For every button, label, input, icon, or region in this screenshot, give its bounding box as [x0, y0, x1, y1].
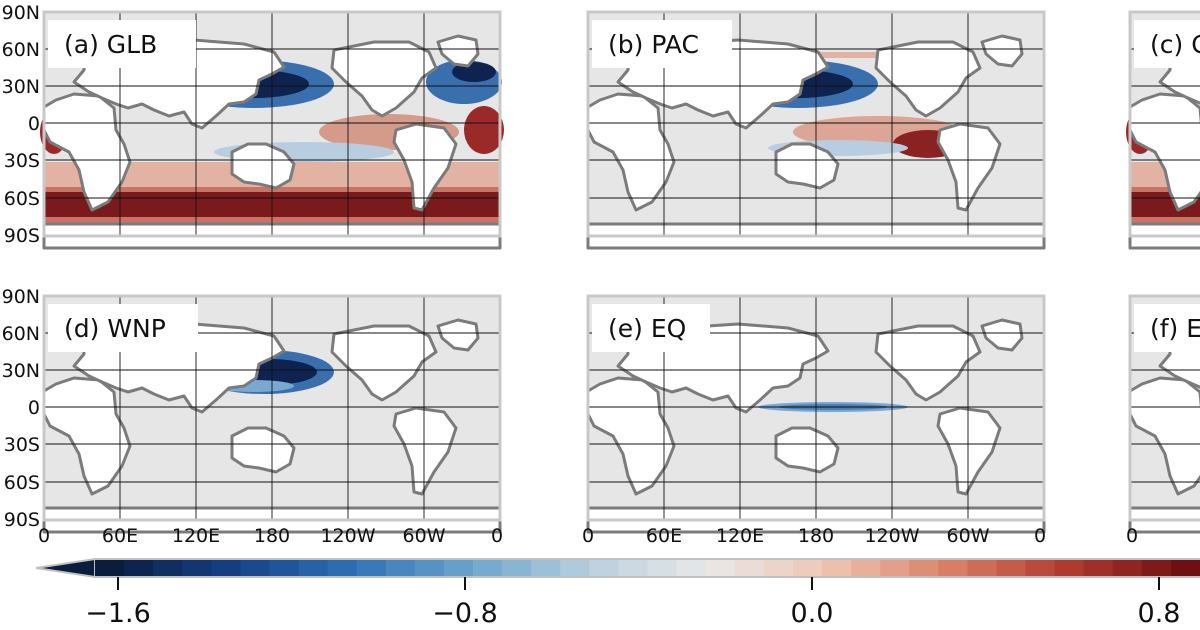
colorbar-segment: [1054, 559, 1085, 577]
colorbar-tick-label: 0.8: [1138, 598, 1181, 629]
lat-label: 30N: [2, 360, 40, 382]
lon-label: 60E: [646, 525, 682, 547]
lon-label: 60W: [403, 525, 446, 547]
lon-label: 60E: [102, 525, 138, 547]
lat-label: 30N: [2, 76, 40, 98]
colorbar-segment: [95, 559, 125, 577]
lat-axis-bottom: 90N 60N 30N 0 30S 60S 90S: [2, 286, 40, 531]
lon-label: 120W: [320, 525, 375, 547]
colorbar-segment: [269, 559, 300, 577]
colorbar-segment: [996, 559, 1027, 577]
lon-label: 0: [1126, 525, 1138, 547]
colorbar-segment: [385, 559, 416, 577]
lat-label: 60N: [2, 39, 40, 61]
colorbar-segment: [734, 559, 765, 577]
colorbar-tick-label: 0.0: [791, 598, 834, 629]
colorbar-segment: [502, 559, 532, 577]
colorbar-segment: [298, 559, 329, 577]
colorbar-segment: [443, 559, 474, 577]
panel-label-a: (a) GLB: [64, 30, 157, 59]
panel-label-f: (f) E: [1150, 314, 1200, 343]
lat-label: 0: [28, 397, 40, 419]
panel-f: (f) E: [1128, 294, 1200, 534]
colorbar-segment: [1083, 559, 1114, 577]
lat-label: 60S: [4, 472, 40, 494]
lat-label: 30S: [4, 150, 40, 172]
colorbar-segment: [589, 559, 620, 577]
colorbar-segment: [560, 559, 590, 577]
lon-label: 0: [582, 525, 594, 547]
panel-label-e: (e) EQ: [608, 314, 686, 343]
colorbar-segment: [909, 559, 939, 577]
lat-label: 30S: [4, 434, 40, 456]
lon-label: 0: [1034, 525, 1046, 547]
colorbar-segment: [938, 559, 968, 577]
lon-label: 120E: [172, 525, 220, 547]
colorbar-segment: [124, 559, 154, 577]
colorbar-segment: [676, 559, 707, 577]
lon-label: 180: [254, 525, 290, 547]
colorbar-segment: [763, 559, 794, 577]
panel-e: (e) EQ: [586, 294, 1046, 534]
lat-label: 90S: [4, 509, 40, 531]
graticule-d: [44, 296, 500, 520]
colorbar-segment: [473, 559, 503, 577]
lon-label: 0: [38, 525, 50, 547]
lat-label: 90N: [2, 286, 40, 308]
colorbar-segment: [182, 559, 212, 577]
colorbar-segment: [153, 559, 183, 577]
lon-axis-d: 0 60E 120E 180 120W 60W 0: [38, 525, 503, 547]
colorbar-segment: [880, 559, 910, 577]
lon-label: 120E: [716, 525, 764, 547]
colorbar-extend-arrow: [35, 557, 96, 579]
colorbar-segment: [1170, 559, 1200, 577]
panel-a: (a) GLB: [40, 10, 504, 250]
colorbar-segment: [705, 559, 736, 577]
graticule-b: [588, 12, 1044, 236]
panel-label-b: (b) PAC: [608, 30, 699, 59]
colorbar-segment: [356, 559, 387, 577]
colorbar-segment: [618, 559, 649, 577]
lat-label: 60S: [4, 188, 40, 210]
panel-d: (d) WNP: [42, 294, 502, 534]
lon-label: 120W: [864, 525, 919, 547]
lat-label: 60N: [2, 323, 40, 345]
colorbar-segment: [821, 559, 852, 577]
colorbar-segment: [967, 559, 998, 577]
colorbar-segment: [240, 559, 271, 577]
panel-c: (c) G: [1126, 10, 1200, 250]
lon-label: 0: [491, 525, 503, 547]
colorbar-segments: [95, 559, 1200, 577]
lon-label: 60W: [947, 525, 990, 547]
colorbar-segment: [1141, 559, 1172, 577]
colorbar-segment: [1112, 559, 1143, 577]
colorbar-segment: [647, 559, 678, 577]
colorbar-ticks: −1.6 −0.8 0.0 0.8: [85, 577, 1180, 629]
panel-label-c: (c) G: [1150, 30, 1200, 59]
panel-b: (b) PAC: [586, 10, 1046, 250]
lat-label: 0: [28, 113, 40, 135]
colorbar-tick-label: −1.6: [85, 598, 151, 629]
colorbar-segment: [531, 559, 561, 577]
colorbar-tick-label: −0.8: [432, 598, 498, 629]
colorbar-segment: [1025, 559, 1056, 577]
lat-axis-top: 90N 60N 30N 0 30S 60S 90S: [2, 2, 40, 247]
lat-label: 90S: [4, 225, 40, 247]
lon-label: 180: [798, 525, 834, 547]
colorbar-segment: [792, 559, 823, 577]
colorbar-segment: [327, 559, 358, 577]
colorbar: −1.6 −0.8 0.0 0.8: [35, 557, 1200, 629]
colorbar-segment: [211, 559, 241, 577]
colorbar-segment: [851, 559, 881, 577]
panel-label-d: (d) WNP: [64, 314, 166, 343]
lon-axis-e: 0 60E 120E 180 120W 60W 0: [582, 525, 1046, 547]
lat-label: 90N: [2, 2, 40, 24]
colorbar-segment: [414, 559, 445, 577]
